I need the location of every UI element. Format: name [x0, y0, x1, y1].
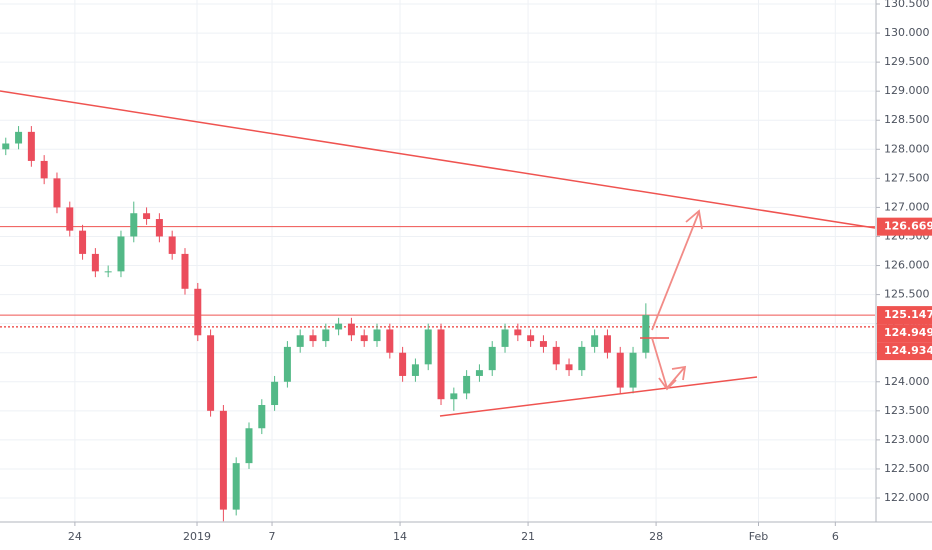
candle-body [79, 230, 87, 254]
candle-body [450, 393, 458, 400]
x-tick-label: Feb [749, 530, 768, 543]
y-tick-label: 129.500 [884, 55, 930, 68]
x-tick-label: 24 [68, 530, 82, 543]
x-tick-label: 21 [521, 530, 535, 543]
candle-body [514, 329, 522, 336]
candles [2, 126, 650, 522]
x-tick-label: 28 [649, 530, 663, 543]
candle-body [411, 364, 419, 376]
candle-body [27, 131, 35, 161]
candle-body [616, 352, 624, 388]
candle-body [219, 410, 227, 510]
candle-body [565, 364, 573, 371]
x-tick-label: 2019 [183, 530, 211, 543]
y-tick-label: 122.000 [884, 491, 930, 504]
x-tick-label: 6 [832, 530, 839, 543]
candle-body [91, 253, 99, 272]
candle-body [207, 335, 215, 411]
candle-body [104, 271, 112, 273]
axis-labels: 122.000122.500123.000123.500124.000124.5… [68, 0, 932, 543]
candle-body [2, 143, 10, 150]
candle-body [258, 405, 266, 429]
candle-body [629, 352, 637, 388]
candle-body [181, 253, 189, 289]
trend-line [439, 376, 758, 417]
y-tick-label: 122.500 [884, 462, 930, 475]
candle-body [642, 315, 650, 353]
price-label-bg [877, 306, 932, 325]
arrow [651, 209, 703, 331]
candle-body [168, 236, 176, 254]
candle-body [53, 178, 61, 208]
y-tick-label: 125.500 [884, 288, 930, 301]
y-tick-label: 126.000 [884, 259, 930, 272]
trend-line [0, 90, 876, 229]
y-tick-label: 124.000 [884, 375, 930, 388]
candle-body [399, 352, 407, 376]
candle-body [488, 346, 496, 371]
y-tick-label: 123.000 [884, 433, 930, 446]
arrow [651, 337, 687, 391]
price-label: 124.949 [884, 326, 932, 339]
y-tick-label: 127.000 [884, 200, 930, 213]
y-tick-label: 130.000 [884, 26, 930, 39]
candle-body [296, 335, 304, 347]
price-label-bg [877, 217, 932, 236]
levels [0, 226, 875, 328]
candle-body [283, 346, 291, 382]
candle-body [603, 335, 611, 353]
candle-body [15, 131, 23, 144]
candle-body [232, 463, 240, 510]
candle-body [463, 375, 471, 394]
y-tick-label: 129.000 [884, 84, 930, 97]
candle-body [143, 213, 151, 220]
candle-body [117, 236, 125, 272]
x-tick-label: 7 [269, 530, 276, 543]
grid [0, 0, 875, 522]
y-tick-label: 123.500 [884, 404, 930, 417]
candle-body [475, 370, 483, 376]
price-label-bg [877, 342, 932, 361]
price-label-bg [877, 324, 932, 343]
candle-body [501, 329, 509, 347]
candle-body [130, 213, 138, 237]
y-tick-label: 128.000 [884, 142, 930, 155]
candle-body [373, 329, 381, 342]
candle-body [40, 160, 48, 179]
candle-body [335, 323, 343, 330]
candle-body [245, 428, 253, 464]
candle-body [552, 346, 560, 365]
candle-body [347, 323, 355, 336]
y-tick-label: 130.500 [884, 0, 930, 10]
candle-body [527, 335, 535, 342]
candle-body [578, 346, 586, 371]
candle-body [437, 329, 445, 400]
candle-body [591, 335, 599, 347]
candle-body [155, 219, 163, 237]
candle-body [322, 329, 330, 342]
y-tick-label: 128.500 [884, 113, 930, 126]
candle-body [66, 207, 74, 231]
candle-body [386, 329, 394, 353]
x-tick-label: 14 [393, 530, 407, 543]
drawings [0, 90, 876, 417]
candle-body [271, 381, 279, 406]
candle-body [360, 335, 368, 342]
price-label: 126.669 [884, 220, 932, 233]
price-label: 125.147 [884, 308, 932, 321]
price-axis-bg [876, 0, 932, 550]
candle-body [424, 329, 432, 365]
price-label: 124.934 [884, 344, 932, 357]
candle-body [309, 335, 317, 342]
candle-body [194, 288, 202, 336]
y-tick-label: 127.500 [884, 171, 930, 184]
candle-body [539, 341, 547, 347]
